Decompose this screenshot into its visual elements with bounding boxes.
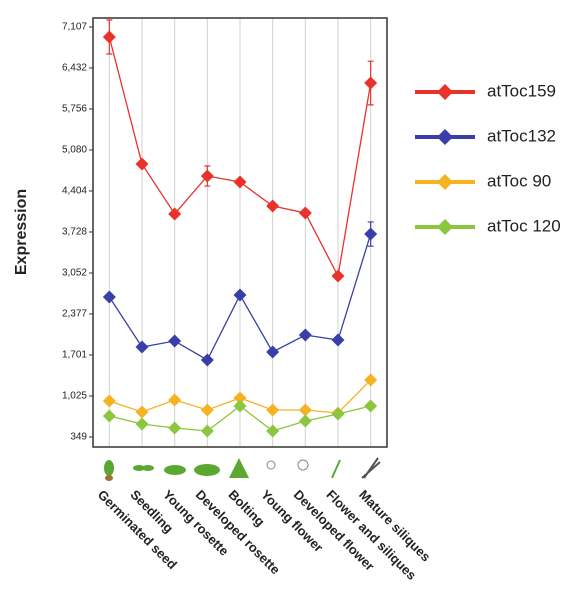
point — [136, 341, 149, 354]
point — [201, 353, 214, 366]
point — [201, 424, 214, 437]
y-tick-label: 1,701 — [62, 350, 87, 361]
point — [234, 399, 247, 412]
point — [364, 228, 377, 241]
point — [364, 77, 377, 90]
point — [234, 175, 247, 188]
legend-label: atToc159 — [487, 81, 556, 100]
point — [234, 289, 247, 302]
point — [136, 405, 149, 418]
legend-marker — [437, 219, 453, 235]
y-axis-label: Expression — [13, 189, 30, 275]
point — [103, 291, 116, 304]
point — [168, 393, 181, 406]
y-tick-label: 2,377 — [62, 309, 87, 320]
y-tick-label: 3,728 — [62, 227, 87, 238]
point — [201, 403, 214, 416]
point — [332, 270, 345, 283]
point — [136, 418, 149, 431]
y-tick-label: 1,025 — [62, 391, 87, 402]
point — [103, 30, 116, 43]
page: {"chart_data": {"type": "line", "y_label… — [0, 0, 578, 604]
point — [168, 422, 181, 435]
point — [266, 403, 279, 416]
y-tick-label: 4,404 — [62, 186, 87, 197]
point — [332, 334, 345, 347]
point — [299, 329, 312, 342]
point — [136, 157, 149, 170]
point — [266, 424, 279, 437]
legend-label: atToc 120 — [487, 216, 561, 235]
point — [332, 407, 345, 420]
y-tick-label: 5,756 — [62, 104, 87, 115]
plant-icons — [104, 458, 380, 481]
chart: Expression 349 1,025 1,701 2,377 3,052 3,728 4… — [0, 0, 578, 604]
point — [266, 345, 279, 358]
point — [299, 414, 312, 427]
y-tick-label: 3,052 — [62, 268, 87, 279]
point — [103, 395, 116, 408]
legend-label: atToc 90 — [487, 171, 551, 190]
point — [103, 409, 116, 422]
legend-marker — [437, 129, 453, 145]
legend-marker — [437, 174, 453, 190]
y-tick-label: 7,107 — [62, 22, 87, 33]
legend-marker — [437, 84, 453, 100]
point — [168, 335, 181, 348]
point — [364, 399, 377, 412]
point — [299, 206, 312, 219]
y-tick-label: 6,432 — [62, 63, 87, 74]
legend-label: atToc132 — [487, 126, 556, 145]
point — [266, 200, 279, 213]
y-tick-label: 349 — [70, 432, 87, 443]
y-tick-label: 5,080 — [62, 145, 87, 156]
